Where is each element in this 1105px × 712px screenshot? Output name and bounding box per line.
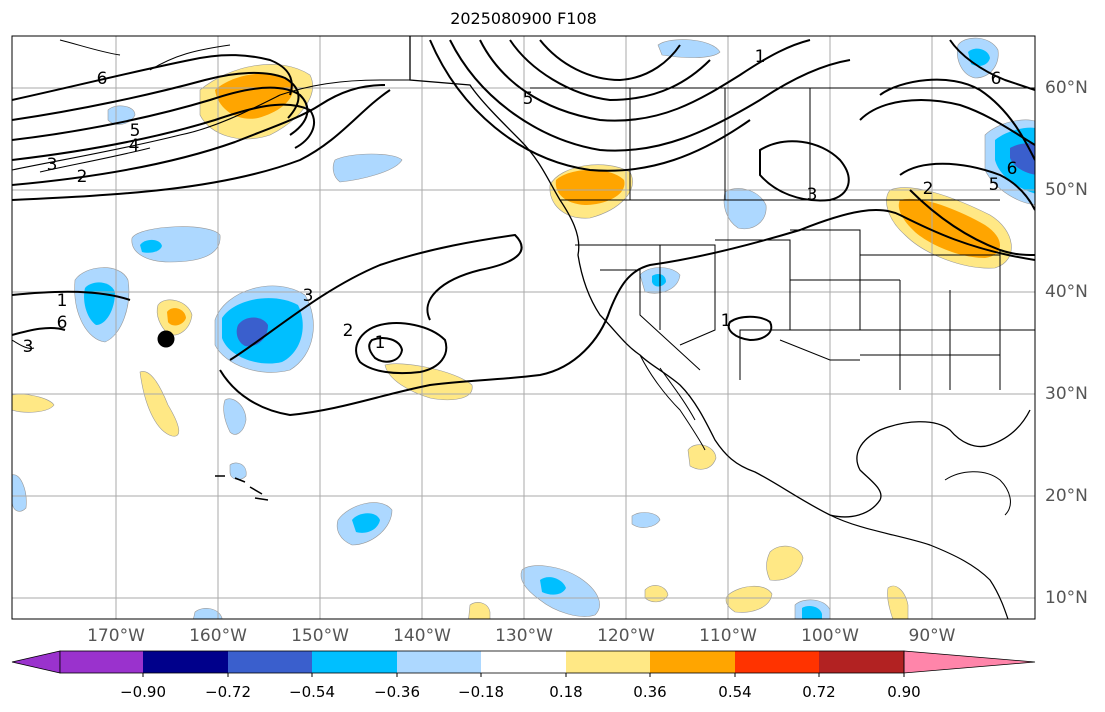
contour-label: 2: [343, 321, 354, 341]
colorbar-swatch: [397, 651, 481, 673]
colorbar-swatch: [228, 651, 312, 673]
colorbar-swatch: [566, 651, 650, 673]
longitude-label: 150°W: [291, 626, 349, 646]
contour-label: 6: [57, 313, 68, 333]
latitude-label: 30°N: [1045, 384, 1088, 404]
colorbar-tick-label: −0.18: [458, 683, 504, 701]
contour-label: 5: [130, 121, 141, 141]
contour-label: 5: [989, 175, 1000, 195]
contour-label: 3: [47, 155, 58, 175]
colorbar-extend-low: [11, 650, 61, 674]
latitude-label: 40°N: [1045, 282, 1088, 302]
colorbar-tick-label: −0.90: [120, 683, 166, 701]
colorbar-swatch: [60, 651, 143, 673]
colorbar-swatch: [143, 651, 228, 673]
contour-label: 5: [523, 89, 534, 109]
longitude-label: 130°W: [495, 626, 553, 646]
contour-label: 1: [755, 47, 766, 67]
latitude-label: 60°N: [1045, 78, 1088, 98]
longitude-label: 160°W: [189, 626, 247, 646]
longitude-label: 110°W: [699, 626, 757, 646]
contour-label: 2: [77, 167, 88, 187]
coastlines: [12, 36, 1035, 619]
contour-label: 1: [375, 333, 386, 353]
colorbar-tick-label: −0.72: [205, 683, 251, 701]
latitude-label: 10°N: [1045, 588, 1088, 608]
longitude-label: 120°W: [597, 626, 655, 646]
longitude-label: 100°W: [801, 626, 859, 646]
colorbar-swatch: [481, 651, 566, 673]
colorbar-tick-label: 0.54: [718, 683, 752, 701]
latitude-label: 50°N: [1045, 180, 1088, 200]
colorbar-tick-label: 0.72: [802, 683, 836, 701]
colorbar-swatch: [819, 651, 904, 673]
contour-label: 2: [923, 179, 934, 199]
colorbar-tick-label: 0.90: [887, 683, 921, 701]
contours: [12, 39, 1035, 417]
latitude-label: 20°N: [1045, 486, 1088, 506]
contour-label: 4: [129, 136, 140, 156]
colorbar-swatch: [650, 651, 735, 673]
map-frame: [11, 35, 1036, 620]
longitude-label: 140°W: [393, 626, 451, 646]
colorbar-swatch: [312, 651, 397, 673]
longitude-label: 90°W: [908, 626, 956, 646]
colorbar-tick-label: −0.54: [289, 683, 335, 701]
contour-label: 6: [97, 69, 108, 89]
longitude-label: 170°W: [87, 626, 145, 646]
colorbar-tick-label: 0.18: [549, 683, 583, 701]
colorbar-extend-high: [903, 650, 1036, 674]
contour-label: 6: [991, 69, 1002, 89]
colorbar-swatch: [735, 651, 819, 673]
colorbar-tick-label: 0.36: [633, 683, 667, 701]
contour-label: 1: [57, 291, 68, 311]
map-title: 2025080900 F108: [450, 9, 597, 28]
contour-label: 3: [807, 185, 818, 205]
contour-label: 3: [23, 337, 34, 357]
colorbar: [11, 650, 1036, 677]
contour-label: 3: [303, 286, 314, 306]
contour-label: 1: [721, 311, 732, 331]
contour-label: 6: [1007, 159, 1018, 179]
colorbar-tick-label: −0.36: [374, 683, 420, 701]
location-marker: [157, 330, 175, 348]
